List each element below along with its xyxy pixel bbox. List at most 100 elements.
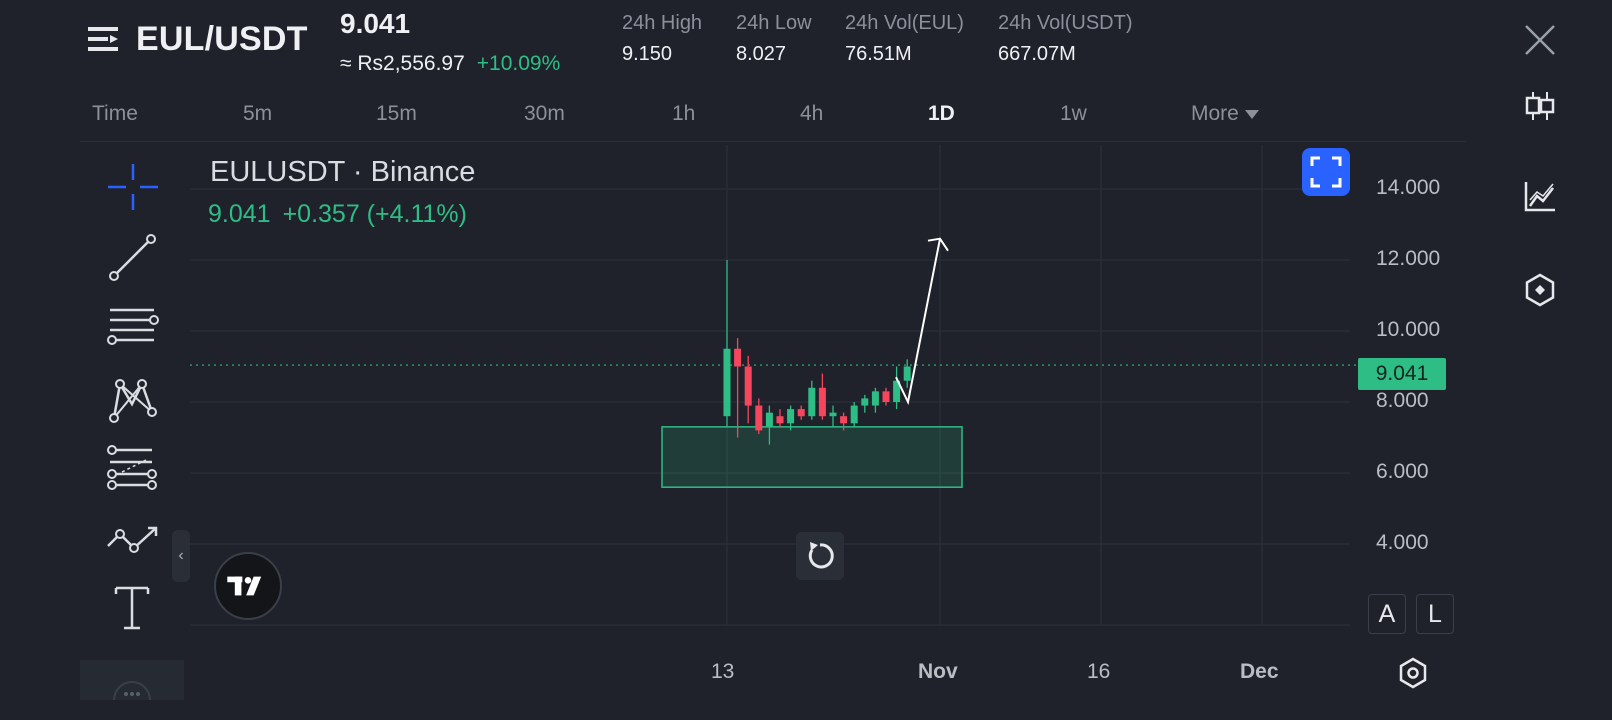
candle-body (723, 348, 731, 417)
legend-last: 9.041 (208, 200, 271, 228)
log-scale-button[interactable]: L (1416, 594, 1454, 634)
candle (744, 355, 752, 424)
close-icon[interactable] (1522, 22, 1558, 58)
tab-1w[interactable]: 1w (1060, 102, 1087, 125)
y-tick-label: 8.000 (1376, 389, 1429, 412)
toolbar-more[interactable] (80, 660, 184, 700)
candle (818, 373, 826, 420)
last-price: 9.041 (340, 8, 411, 39)
tab-1d[interactable]: 1D (928, 102, 955, 125)
stat-24h-high: 24h High 9.150 (622, 12, 702, 66)
candle-body (818, 387, 826, 417)
candle (755, 398, 763, 434)
menu-icon[interactable] (88, 24, 122, 58)
auto-scale-button[interactable]: A (1368, 594, 1406, 634)
chevron-down-icon (1244, 109, 1259, 119)
y-tick-label: 6.000 (1376, 460, 1429, 483)
stat-value: 8.027 (736, 43, 787, 65)
reset-chart-icon[interactable] (796, 532, 844, 580)
hexagon-icon[interactable] (1522, 272, 1558, 308)
stat-label: 24h Low (736, 12, 812, 34)
projection-arrow (895, 238, 941, 406)
candle-body (861, 398, 869, 406)
fullscreen-icon[interactable] (1302, 148, 1350, 196)
candle-body (755, 405, 763, 431)
candle-body (850, 405, 858, 424)
candle (829, 405, 837, 427)
x-tick-label: Nov (918, 660, 958, 683)
stat-label: 24h High (622, 12, 703, 34)
tab-15m[interactable]: 15m (376, 102, 417, 125)
y-tick-label: 14.000 (1376, 176, 1441, 199)
y-tick-label: 4.000 (1376, 531, 1429, 554)
stat-24h-vol-quote: 24h Vol(USDT) 667.07M (998, 12, 1133, 66)
last-price-label: 9.041 (1358, 358, 1446, 390)
stat-label: 24h Vol(USDT) (998, 12, 1133, 34)
candle-body (797, 409, 805, 417)
candle-body (734, 348, 742, 367)
candle (765, 405, 773, 445)
pair-title[interactable]: EUL/USDT (136, 20, 308, 58)
y-tick-label: 10.000 (1376, 318, 1441, 341)
collapse-toolbar-button[interactable]: ‹ (172, 530, 190, 582)
change-percent: +10.09% (476, 52, 561, 75)
settings-icon[interactable] (1396, 656, 1430, 690)
text-tool-icon[interactable] (104, 578, 162, 636)
candle (787, 405, 795, 431)
candle-body (787, 409, 795, 424)
stat-24h-vol-base: 24h Vol(EUL) 76.51M (845, 12, 964, 66)
candle (850, 402, 858, 427)
candles (723, 260, 911, 445)
fiat-price: ≈ Rs2,556.97 (340, 52, 465, 75)
line-chart-icon[interactable] (1522, 178, 1558, 214)
candle (882, 387, 890, 406)
legend-change: +0.357 (+4.11%) (282, 200, 467, 228)
fib-retracement-icon[interactable] (104, 438, 162, 496)
tab-4h[interactable]: 4h (800, 102, 824, 125)
tab-more[interactable]: More (1191, 102, 1259, 126)
candle-body (808, 387, 816, 417)
candle-body (829, 412, 837, 417)
candle (893, 366, 901, 410)
price-sub: ≈ Rs2,556.97 +10.09% (340, 52, 560, 76)
pattern-icon[interactable] (104, 368, 162, 426)
tradingview-logo[interactable] (214, 552, 282, 620)
candle-body (903, 366, 911, 381)
candlestick-icon[interactable] (1522, 88, 1558, 124)
stat-24h-low: 24h Low 8.027 (736, 12, 812, 66)
candle-body (744, 366, 752, 406)
tab-time[interactable]: Time (92, 102, 138, 125)
candle-body (765, 412, 773, 427)
stat-value: 76.51M (845, 43, 912, 65)
x-tick-label: 13 (711, 660, 735, 683)
legend-values: 9.041 +0.357 (+4.11%) (208, 200, 467, 229)
header: EUL/USDT 9.041 ≈ Rs2,556.97 +10.09% 24h H… (0, 0, 1612, 90)
candle (903, 359, 911, 388)
candle (776, 409, 784, 427)
trend-line-icon[interactable] (104, 228, 162, 286)
candle-body (840, 416, 848, 424)
support-zone-rect (661, 426, 963, 488)
stat-value: 9.150 (622, 43, 673, 65)
tab-1h[interactable]: 1h (672, 102, 696, 125)
tab-30m[interactable]: 30m (524, 102, 565, 125)
stat-value: 667.07M (998, 43, 1076, 65)
symbol-legend: EULUSDT · Binance (210, 156, 476, 188)
tab-5m[interactable]: 5m (243, 102, 273, 125)
candle (861, 394, 869, 413)
candle-body (871, 391, 879, 406)
candle (797, 405, 805, 420)
candle (808, 380, 816, 420)
horizontal-lines-icon[interactable] (104, 298, 162, 356)
path-icon[interactable] (104, 508, 162, 566)
x-tick-label: 16 (1087, 660, 1111, 683)
chart-grid (190, 145, 1358, 626)
crosshair-icon[interactable] (104, 158, 162, 216)
tab-more-label: More (1191, 102, 1239, 125)
arrow-head (927, 237, 949, 252)
stat-label: 24h Vol(EUL) (845, 12, 964, 34)
drawing-toolbar (80, 146, 184, 700)
support-zone (661, 426, 963, 488)
candle (840, 412, 848, 431)
